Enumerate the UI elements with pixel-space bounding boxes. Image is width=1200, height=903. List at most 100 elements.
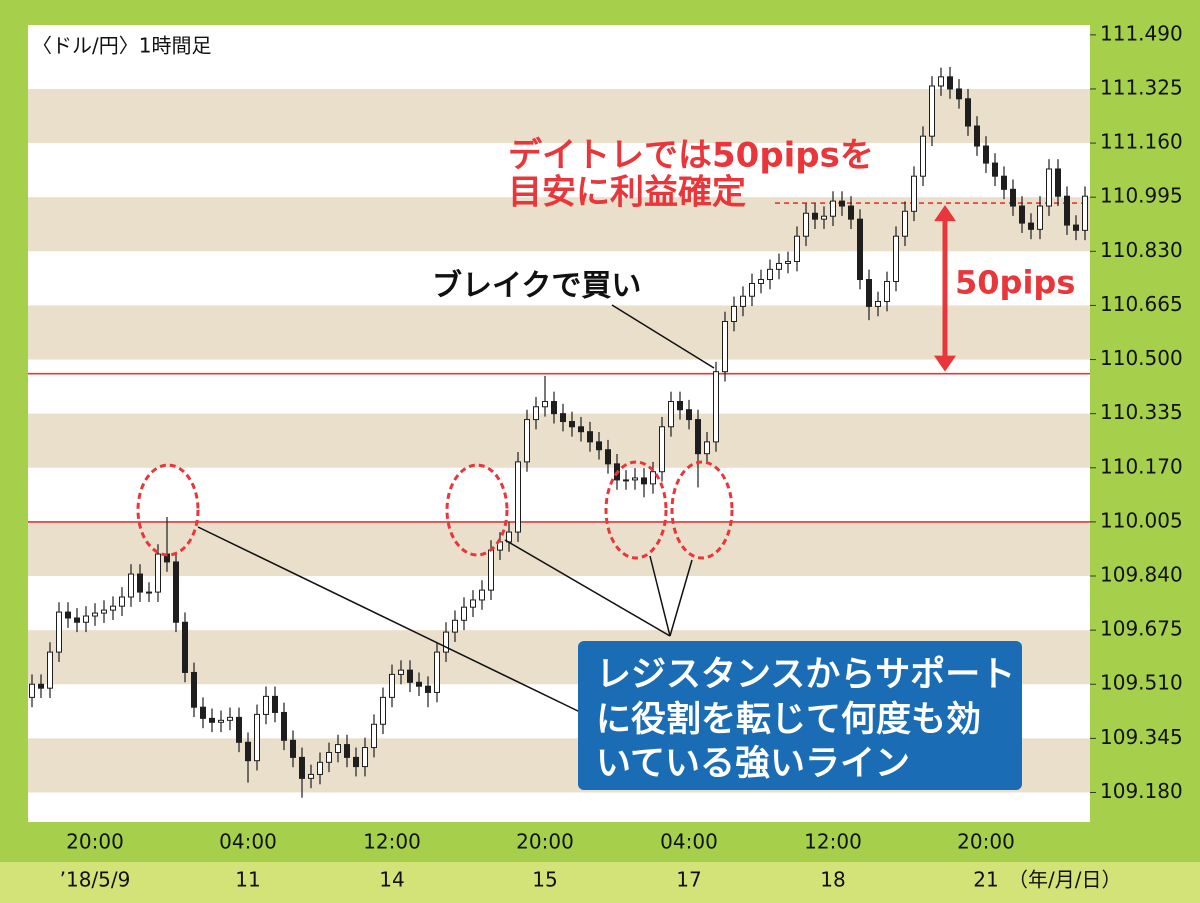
candle-body <box>200 706 206 719</box>
x-tick-label: 12:00 <box>804 830 862 854</box>
candle-body <box>911 175 917 212</box>
circle <box>136 463 200 557</box>
y-tick-label: 109.345 <box>1100 725 1183 749</box>
candle-body <box>803 212 809 237</box>
candle-body <box>857 218 863 281</box>
leader-line <box>669 559 693 637</box>
candle-body <box>785 260 791 264</box>
y-tick-label: 109.675 <box>1100 617 1183 641</box>
candle-body <box>389 673 395 698</box>
candle-body <box>722 320 728 373</box>
candle-body <box>974 125 980 147</box>
x-tick-label: 20:00 <box>66 830 124 854</box>
candle-body <box>353 756 359 768</box>
y-tick-label: 109.180 <box>1100 779 1183 803</box>
candle-body <box>596 441 602 451</box>
leader-line <box>611 304 715 369</box>
circle <box>670 460 734 560</box>
candle-body <box>227 716 233 721</box>
arrow-head <box>934 205 956 222</box>
candle-body <box>47 651 53 689</box>
arrow-head <box>934 355 956 372</box>
candle-body <box>92 612 98 617</box>
candle-body <box>65 611 71 619</box>
y-tick-label: 109.510 <box>1100 671 1183 695</box>
candle-body <box>182 621 188 673</box>
candle-body <box>902 210 908 237</box>
candle-body <box>488 549 494 591</box>
candle-body <box>1001 175 1007 190</box>
leader-line <box>197 526 581 713</box>
candle-body <box>101 609 107 614</box>
candle-body <box>83 615 89 623</box>
candle-body <box>74 617 80 623</box>
x-tick-label: 04:00 <box>219 830 277 854</box>
candles <box>29 66 1088 798</box>
candle-body <box>668 401 674 428</box>
x-tick-label: 20:00 <box>957 830 1015 854</box>
x-tick-label: 20:00 <box>516 830 574 854</box>
candle-body <box>263 695 269 715</box>
candle-body <box>299 756 305 779</box>
x-tick-label: 12:00 <box>363 830 421 854</box>
leader-line <box>649 555 671 637</box>
candle-body <box>578 426 584 433</box>
candle-body <box>344 744 350 758</box>
note-box <box>578 641 1022 790</box>
candle-body <box>776 262 782 270</box>
y-tick-label: 111.490 <box>1100 21 1183 45</box>
candle-body <box>380 696 386 725</box>
candle-body <box>677 401 683 411</box>
candle-body <box>515 461 521 533</box>
candle-body <box>1019 205 1025 224</box>
candle-body <box>56 611 62 653</box>
date-label: 14 <box>379 868 404 892</box>
candle-body <box>965 98 971 127</box>
candle-body <box>947 76 953 90</box>
y-tick-label: 111.325 <box>1100 75 1183 99</box>
candle-body <box>533 406 539 421</box>
candle-body <box>992 162 998 177</box>
date-label: ’18/5/9 <box>60 868 131 892</box>
candle-body <box>146 591 152 594</box>
candle-body <box>407 669 413 683</box>
band <box>28 413 1090 468</box>
leader-line <box>504 539 671 637</box>
candle-body <box>110 605 116 611</box>
date-label: 11 <box>235 868 260 892</box>
candle-body <box>794 235 800 262</box>
candle-body <box>254 713 260 762</box>
circle <box>445 463 509 557</box>
candle-body <box>317 761 323 775</box>
candle-body <box>272 695 278 713</box>
x-tick-label: 04:00 <box>660 830 718 854</box>
candle-body <box>731 305 737 322</box>
candle-body <box>425 685 431 693</box>
candle-body <box>461 606 467 621</box>
y-tick-label: 110.170 <box>1100 454 1183 478</box>
candle-body <box>416 681 422 687</box>
candle-body <box>884 280 890 302</box>
date-label: 15 <box>532 868 557 892</box>
candle-body <box>875 300 881 307</box>
candle-body <box>749 282 755 297</box>
candle-body <box>686 409 692 421</box>
candle-body <box>1010 188 1016 207</box>
candle-body <box>740 295 746 307</box>
y-tick-label: 110.500 <box>1100 346 1183 370</box>
candle-body <box>758 279 764 284</box>
candle-body <box>956 88 962 100</box>
candle-body <box>542 401 548 408</box>
y-tick-label: 110.830 <box>1100 238 1183 262</box>
candle-body <box>434 651 440 693</box>
candle-body <box>650 471 656 485</box>
candle-body <box>119 596 125 607</box>
candle-body <box>983 145 989 164</box>
candle-body <box>821 215 827 220</box>
date-label: 18 <box>820 868 845 892</box>
candle-body <box>443 631 449 653</box>
candle-body <box>128 573 134 598</box>
candle-body <box>236 716 242 743</box>
candle-body <box>290 739 296 758</box>
candle-body <box>641 477 647 485</box>
